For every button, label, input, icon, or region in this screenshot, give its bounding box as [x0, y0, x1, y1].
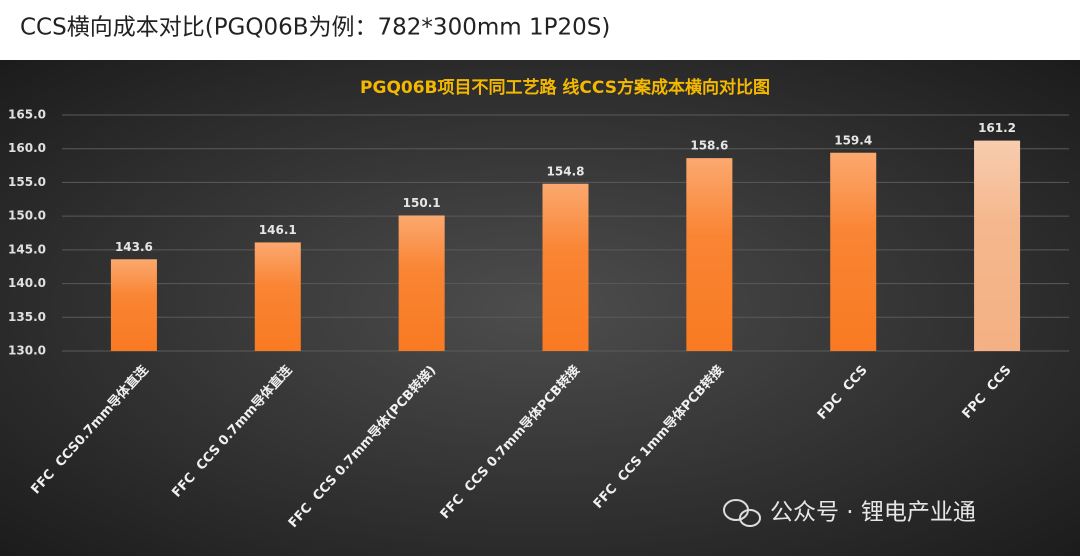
bar-shine — [110, 259, 157, 351]
bar-shine — [542, 183, 589, 351]
page-title: CCS横向成本对比(PGQ06B为例：782*300mm 1P20S) — [20, 15, 610, 41]
data-label: 143.6 — [115, 240, 153, 254]
data-label: 158.6 — [690, 139, 728, 153]
chart-panel — [0, 60, 1080, 556]
bar-shine — [830, 152, 877, 351]
y-tick-label: 160.0 — [8, 141, 46, 155]
bar-shine — [254, 242, 301, 351]
y-tick-label: 135.0 — [8, 310, 46, 324]
data-label: 161.2 — [978, 121, 1016, 135]
data-label: 150.1 — [403, 196, 441, 210]
data-label: 159.4 — [834, 133, 872, 147]
y-tick-label: 130.0 — [8, 344, 46, 358]
y-tick-label: 145.0 — [8, 242, 46, 256]
bar-shine — [398, 215, 445, 351]
y-tick-label: 165.0 — [8, 108, 46, 122]
wechat-icon — [723, 499, 761, 527]
data-label: 146.1 — [259, 223, 297, 237]
y-tick-label: 140.0 — [8, 276, 46, 290]
bar-shine — [974, 140, 1021, 351]
data-label: 154.8 — [547, 164, 585, 178]
watermark: 公众号 · 锂电产业通 — [770, 500, 976, 526]
y-tick-label: 150.0 — [8, 209, 46, 223]
chart-title: PGQ06B项目不同工艺路 线CCS方案成本横向对比图 — [360, 77, 770, 98]
y-tick-label: 155.0 — [8, 175, 46, 189]
bar-shine — [686, 158, 733, 351]
